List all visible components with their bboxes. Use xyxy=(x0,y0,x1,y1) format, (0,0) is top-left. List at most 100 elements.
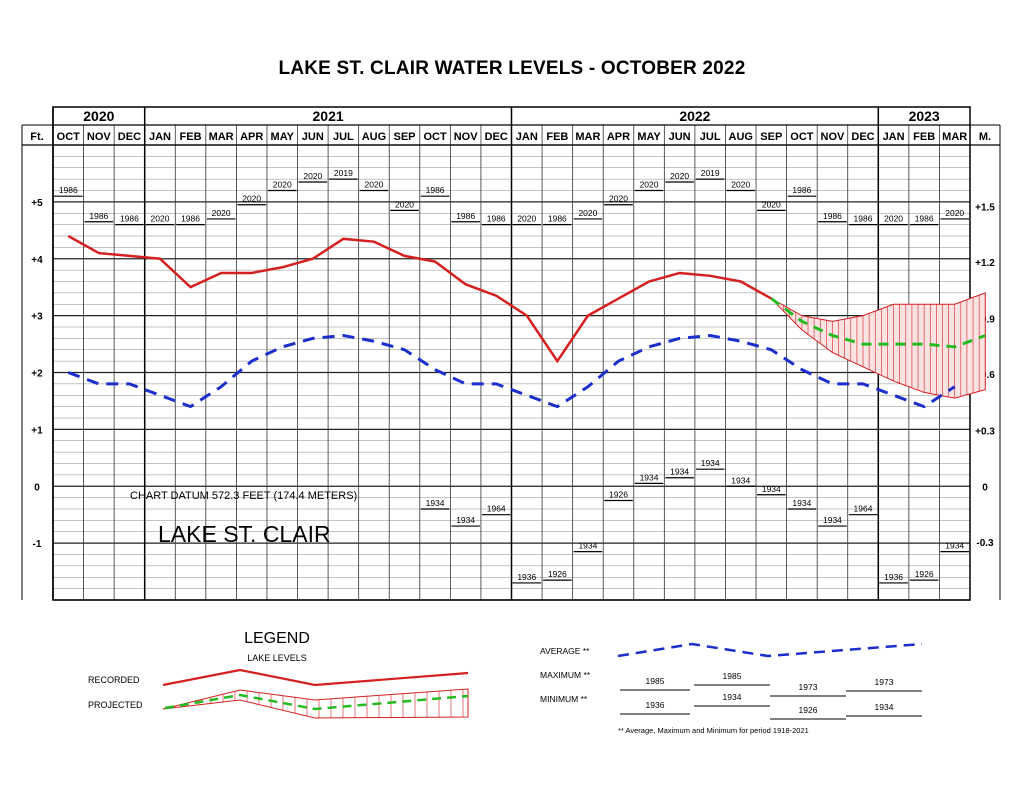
month-label: SEP xyxy=(760,131,782,143)
chart-datum: CHART DATUM 572.3 FEET (174.4 METERS) xyxy=(130,490,357,502)
legend-average-line xyxy=(617,642,923,658)
legend-projected-label: PROJECTED xyxy=(88,700,143,710)
y-tick-ft: +1 xyxy=(31,425,43,436)
month-label: JAN xyxy=(149,131,171,143)
legend-projected-line xyxy=(164,693,469,711)
minimum-record-year: 1926 xyxy=(548,569,567,579)
recorded-series-line xyxy=(67,234,772,364)
maximum-record-year: 2020 xyxy=(242,194,261,204)
maximum-record-year: 1986 xyxy=(456,211,475,221)
axis-unit-left: Ft. xyxy=(30,131,43,143)
lake-name-label: LAKE ST. CLAIR xyxy=(158,521,331,547)
month-label: NOV xyxy=(454,131,479,143)
month-label: JUL xyxy=(700,131,721,143)
maximum-record-year: 1986 xyxy=(487,214,506,224)
projected-range-band xyxy=(770,292,986,399)
legend-recorded-label: RECORDED xyxy=(88,675,140,685)
maximum-record-year: 2020 xyxy=(364,180,383,190)
maximum-record-year: 1986 xyxy=(854,214,873,224)
month-label: MAR xyxy=(575,131,600,143)
maximum-record-year: 2020 xyxy=(578,208,597,218)
legend-minimum-year: 1934 xyxy=(875,702,894,712)
projected-series-line xyxy=(770,297,986,349)
month-label: AUG xyxy=(362,131,386,143)
minimum-record-year: 1934 xyxy=(456,515,475,525)
maximum-record-year: 2020 xyxy=(640,180,659,190)
minimum-record-year: 1926 xyxy=(915,569,934,579)
minimum-record-year: 1934 xyxy=(670,467,689,477)
month-label: OCT xyxy=(423,131,447,143)
minimum-record-year: 1934 xyxy=(762,484,781,494)
legend-minimum-label: MINIMUM ** xyxy=(540,694,588,704)
legend-minimum-year: 1936 xyxy=(646,700,665,710)
legend-title: LEGEND xyxy=(244,630,310,647)
month-label: APR xyxy=(240,131,263,143)
maximum-record-year: 1986 xyxy=(181,214,200,224)
legend-maximum-year: 1985 xyxy=(723,671,742,681)
legend-minimum-year: 1934 xyxy=(723,692,742,702)
legend-subtitle: LAKE LEVELS xyxy=(247,653,307,663)
month-label: APR xyxy=(607,131,630,143)
maximum-record-year: 1986 xyxy=(59,185,78,195)
month-label: AUG xyxy=(729,131,753,143)
month-label: MAY xyxy=(637,131,661,143)
month-label: FEB xyxy=(913,131,935,143)
maximum-record-year: 2020 xyxy=(609,194,628,204)
y-tick-ft: -1 xyxy=(33,539,42,550)
minimum-record-year: 1934 xyxy=(945,541,964,551)
minimum-record-year: 1936 xyxy=(884,572,903,582)
minimum-record-year: 1964 xyxy=(487,504,506,514)
minimum-record-year: 1934 xyxy=(578,541,597,551)
maximum-record-year: 2020 xyxy=(517,214,536,224)
maximum-record-year: 1986 xyxy=(120,214,139,224)
minimum-record-year: 1934 xyxy=(640,472,659,482)
maximum-record-year: 1986 xyxy=(792,185,811,195)
y-tick-m: +1.5 xyxy=(975,202,995,213)
month-label: DEC xyxy=(118,131,141,143)
maximum-record-year: 2019 xyxy=(701,168,720,178)
minimum-record-year: 1934 xyxy=(792,498,811,508)
maximum-record-year: 2020 xyxy=(670,171,689,181)
month-label: FEB xyxy=(180,131,202,143)
legend-average-label: AVERAGE ** xyxy=(540,646,590,656)
month-label: NOV xyxy=(87,131,112,143)
minimum-record-year: 1936 xyxy=(517,572,536,582)
year-label: 2021 xyxy=(313,108,344,124)
y-tick-m: 0 xyxy=(982,482,988,493)
y-tick-ft: 0 xyxy=(34,482,40,493)
month-label: DEC xyxy=(485,131,508,143)
month-label: OCT xyxy=(57,131,81,143)
y-tick-ft: +2 xyxy=(31,369,43,380)
maximum-record-year: 2020 xyxy=(884,214,903,224)
maximum-record-year: 1986 xyxy=(89,211,108,221)
month-label: NOV xyxy=(821,131,846,143)
year-label: 2020 xyxy=(83,108,114,124)
minimum-record-year: 1934 xyxy=(823,515,842,525)
maximum-record-year: 2020 xyxy=(273,180,292,190)
average-series-line xyxy=(67,334,956,409)
y-tick-m: +1.2 xyxy=(975,258,995,269)
minimum-record-year: 1926 xyxy=(609,489,628,499)
legend-maximum-year: 1973 xyxy=(799,682,818,692)
month-label: MAR xyxy=(942,131,967,143)
maximum-record-year: 2020 xyxy=(212,208,231,218)
month-label: MAY xyxy=(271,131,295,143)
maximum-record-year: 2020 xyxy=(762,199,781,209)
minimum-record-year: 1934 xyxy=(426,498,445,508)
maximum-record-year: 1986 xyxy=(426,185,445,195)
maximum-record-year: 2019 xyxy=(334,168,353,178)
legend-footnote: ** Average, Maximum and Minimum for peri… xyxy=(618,726,809,735)
maximum-record-year: 1986 xyxy=(915,214,934,224)
legend-minimum-year: 1926 xyxy=(799,705,818,715)
legend-maximum-year: 1985 xyxy=(646,676,665,686)
maximum-record-year: 2020 xyxy=(395,199,414,209)
minimum-record-year: 1934 xyxy=(731,475,750,485)
y-tick-ft: +3 xyxy=(31,312,43,323)
y-tick-m: -0.3 xyxy=(976,538,994,549)
minimum-record-year: 1934 xyxy=(701,458,720,468)
legend-maximum-label: MAXIMUM ** xyxy=(540,670,591,680)
legend-recorded-line xyxy=(162,668,469,687)
month-label: FEB xyxy=(546,131,568,143)
maximum-record-year: 2020 xyxy=(151,214,170,224)
